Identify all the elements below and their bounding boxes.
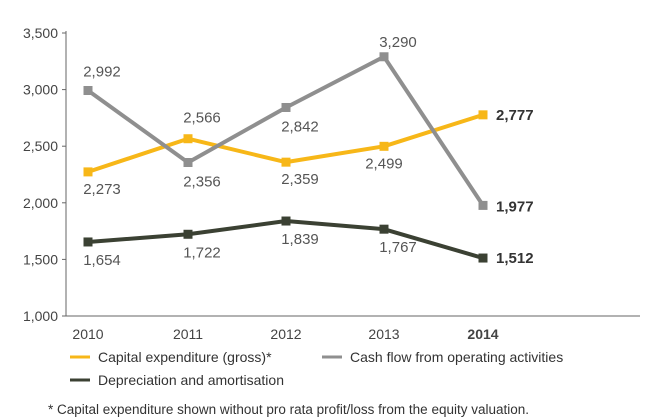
data-point — [379, 141, 389, 151]
y-tick-labels: 1,000 1,500 2,000 2,500 3,000 3,500 — [23, 25, 58, 324]
data-label: 2,566 — [183, 110, 221, 127]
data-point — [478, 253, 488, 263]
y-tick-label: 3,500 — [23, 25, 58, 41]
data-label: 1,512 — [496, 250, 534, 267]
data-label: 2,273 — [83, 181, 121, 198]
data-point — [478, 200, 488, 210]
x-tick-label: 2010 — [72, 326, 103, 342]
data-point — [83, 86, 93, 96]
data-point — [183, 158, 193, 168]
x-tick-labels: 2010 2011 2012 2013 2014 — [72, 326, 498, 342]
data-point — [83, 167, 93, 177]
data-label: 2,777 — [496, 107, 534, 124]
legend: Capital expenditure (gross)* Cash flow fr… — [70, 349, 563, 388]
data-point — [183, 134, 193, 144]
legend-label: Capital expenditure (gross)* — [98, 349, 272, 365]
series-group — [83, 52, 488, 263]
data-label: 2,359 — [281, 171, 319, 188]
data-point — [281, 157, 291, 167]
data-label: 1,977 — [496, 198, 534, 215]
data-point — [379, 224, 389, 234]
x-tick-label: 2013 — [368, 326, 399, 342]
data-point — [183, 229, 193, 239]
legend-label: Cash flow from operating activities — [350, 349, 563, 365]
data-label: 1,722 — [183, 244, 221, 261]
data-label: 1,654 — [83, 252, 121, 269]
x-tick-label: 2012 — [270, 326, 301, 342]
axes — [62, 31, 640, 317]
data-point — [281, 216, 291, 226]
y-tick-label: 3,000 — [23, 82, 58, 98]
y-tick-label: 2,500 — [23, 138, 58, 154]
data-label: 2,499 — [365, 155, 403, 172]
y-tick-label: 1,000 — [23, 308, 58, 324]
data-label: 2,842 — [281, 118, 319, 135]
footnote: * Capital expenditure shown without pro … — [48, 402, 529, 417]
data-label: 2,992 — [83, 64, 121, 81]
data-labels: 2,273 2,566 2,359 2,499 2,777 2,992 2,356 2,842… — [83, 34, 533, 269]
data-point — [379, 52, 389, 62]
data-label: 1,839 — [281, 231, 319, 248]
y-tick-label: 1,500 — [23, 251, 58, 267]
x-tick-label: 2011 — [173, 326, 203, 342]
data-point — [478, 110, 488, 120]
legend-label: Depreciation and amortisation — [98, 372, 284, 388]
data-label: 3,290 — [379, 34, 417, 51]
data-label: 2,356 — [183, 174, 221, 191]
data-point — [281, 102, 291, 112]
data-label: 1,767 — [379, 239, 417, 256]
x-tick-label: 2014 — [467, 326, 498, 342]
y-tick-label: 2,000 — [23, 195, 58, 211]
data-point — [83, 237, 93, 247]
